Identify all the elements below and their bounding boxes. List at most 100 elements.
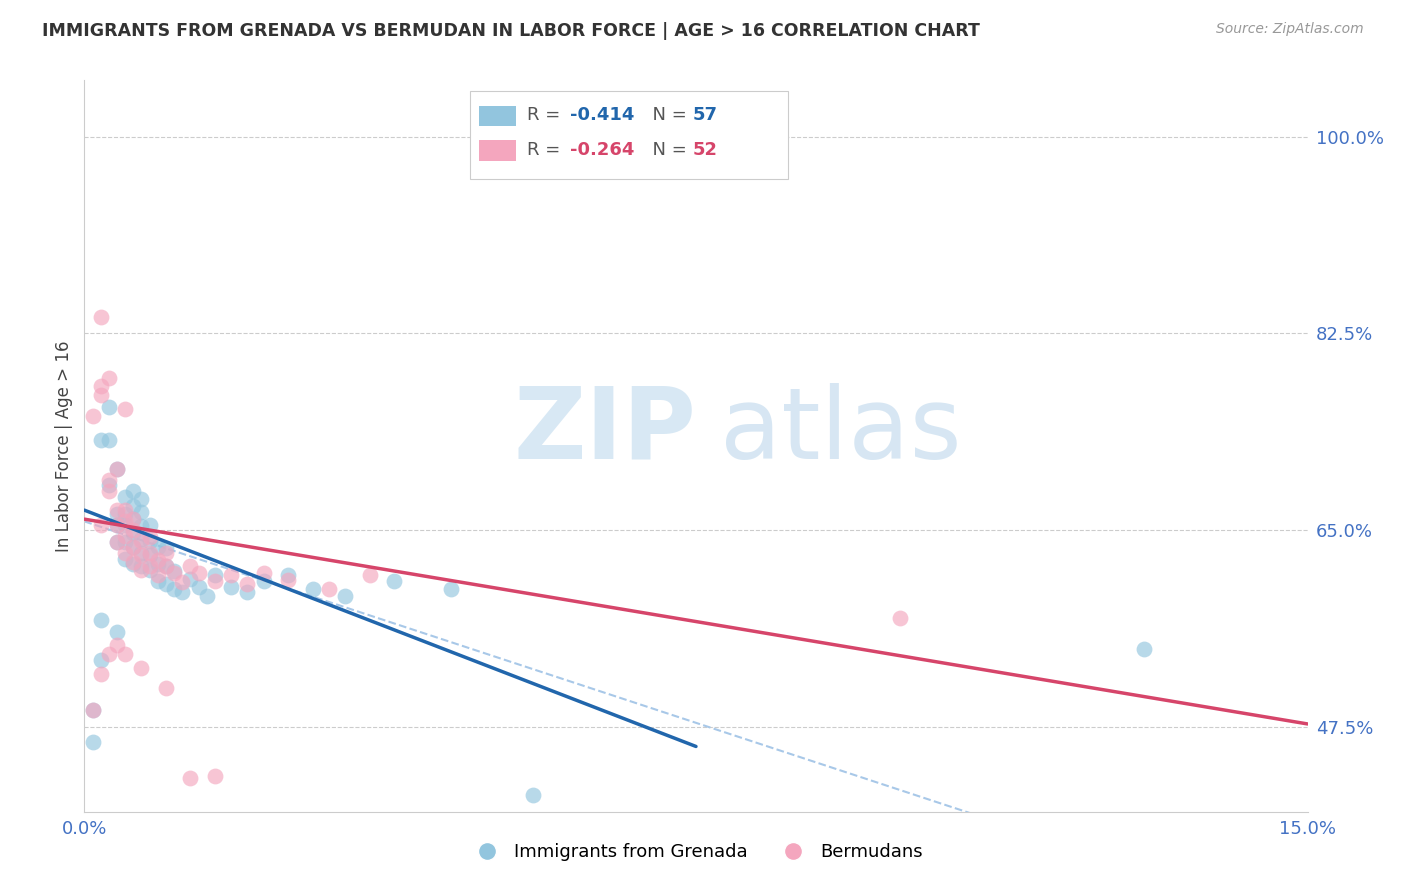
Point xyxy=(146,541,169,555)
Point xyxy=(187,566,209,581)
Point xyxy=(889,611,911,625)
Point xyxy=(179,771,201,785)
Point xyxy=(138,546,160,560)
Point xyxy=(90,379,112,393)
Point xyxy=(138,517,160,532)
Point xyxy=(90,388,112,402)
Point xyxy=(122,483,145,498)
Point xyxy=(114,515,136,529)
Point xyxy=(138,559,160,574)
Point xyxy=(359,568,381,582)
Point xyxy=(97,647,120,661)
Point xyxy=(163,582,186,596)
Point xyxy=(114,647,136,661)
Point xyxy=(114,529,136,543)
Text: 57: 57 xyxy=(692,106,717,124)
Point xyxy=(122,555,145,569)
Point xyxy=(90,614,112,628)
Point xyxy=(179,559,201,574)
Point xyxy=(97,371,120,385)
Point xyxy=(97,473,120,487)
Point xyxy=(131,533,153,548)
Point xyxy=(97,434,120,448)
Point xyxy=(105,503,128,517)
Point xyxy=(138,563,160,577)
Text: -0.264: -0.264 xyxy=(569,141,634,159)
Point xyxy=(90,667,112,681)
Point xyxy=(114,401,136,416)
Text: Source: ZipAtlas.com: Source: ZipAtlas.com xyxy=(1216,22,1364,37)
Point xyxy=(155,559,177,574)
Text: R =: R = xyxy=(527,106,567,124)
Point xyxy=(114,517,136,532)
Y-axis label: In Labor Force | Age > 16: In Labor Force | Age > 16 xyxy=(55,340,73,552)
Point xyxy=(301,582,323,596)
Point xyxy=(122,557,145,571)
Text: R =: R = xyxy=(527,141,567,159)
Point xyxy=(146,552,169,566)
Point xyxy=(138,548,160,562)
Point xyxy=(382,574,405,588)
Point xyxy=(90,517,112,532)
Text: ZIP: ZIP xyxy=(513,383,696,480)
Point xyxy=(105,534,128,549)
Point xyxy=(155,681,177,695)
Point xyxy=(146,574,169,588)
Point xyxy=(204,769,226,783)
Point xyxy=(131,546,153,560)
Point xyxy=(90,434,112,448)
Point xyxy=(131,563,153,577)
Point xyxy=(131,505,153,519)
Point xyxy=(90,653,112,667)
Point xyxy=(97,478,120,492)
Point xyxy=(236,577,259,591)
Point xyxy=(105,638,128,652)
Point xyxy=(105,624,128,639)
Point xyxy=(277,573,299,587)
Point xyxy=(146,557,169,571)
Point xyxy=(172,575,194,590)
Point xyxy=(114,490,136,504)
Point xyxy=(155,559,177,574)
Point xyxy=(90,310,112,324)
Point xyxy=(155,577,177,591)
Point xyxy=(146,568,169,582)
Point xyxy=(97,400,120,414)
Point xyxy=(195,589,218,603)
FancyBboxPatch shape xyxy=(470,91,787,179)
Point xyxy=(219,568,242,582)
Point xyxy=(440,582,463,596)
Point xyxy=(131,519,153,533)
Point xyxy=(138,530,160,544)
Point xyxy=(318,582,340,596)
FancyBboxPatch shape xyxy=(479,140,516,161)
Point xyxy=(122,525,145,540)
Point xyxy=(335,589,357,603)
Text: 52: 52 xyxy=(692,141,717,159)
Point xyxy=(97,483,120,498)
Text: atlas: atlas xyxy=(720,383,962,480)
Point xyxy=(122,541,145,555)
Point xyxy=(163,566,186,581)
Point xyxy=(105,461,128,475)
Point xyxy=(131,559,153,574)
Point xyxy=(131,548,153,562)
Point xyxy=(114,546,136,560)
Point xyxy=(82,409,104,423)
Point xyxy=(187,580,209,594)
Point xyxy=(114,503,136,517)
Point xyxy=(82,703,104,717)
Point xyxy=(122,524,145,538)
Legend: Immigrants from Grenada, Bermudans: Immigrants from Grenada, Bermudans xyxy=(463,836,929,869)
Point xyxy=(253,574,276,588)
Point xyxy=(114,534,136,549)
FancyBboxPatch shape xyxy=(479,106,516,127)
Point xyxy=(204,568,226,582)
Point xyxy=(105,517,128,532)
Point xyxy=(219,580,242,594)
Point xyxy=(82,703,104,717)
Point xyxy=(138,533,160,548)
Point xyxy=(155,541,177,556)
Point xyxy=(172,585,194,599)
Point xyxy=(114,507,136,521)
